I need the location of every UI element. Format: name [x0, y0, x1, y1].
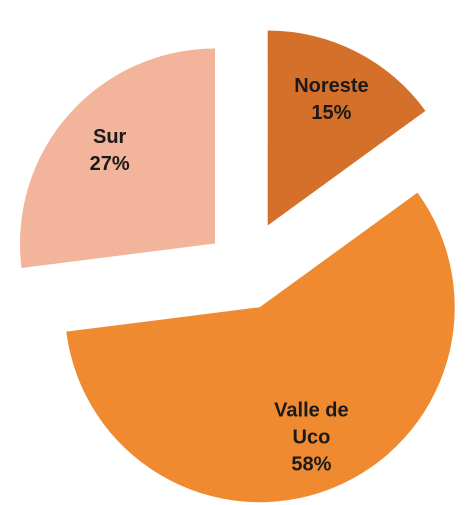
- pie-slice: [66, 192, 455, 503]
- value-label: 27%: [89, 152, 130, 175]
- category-label: Valle de Uco: [274, 399, 349, 449]
- pie-slice: [267, 30, 426, 226]
- category-label: Sur: [93, 125, 127, 148]
- slice-label: Noreste 15%: [276, 73, 386, 127]
- category-label: Noreste: [294, 75, 369, 98]
- value-label: 15%: [311, 102, 352, 125]
- slice-label: Valle de Uco 58%: [256, 397, 366, 478]
- value-label: 58%: [291, 453, 332, 476]
- slice-label: Sur 27%: [55, 124, 165, 178]
- pie-slice: [19, 48, 215, 268]
